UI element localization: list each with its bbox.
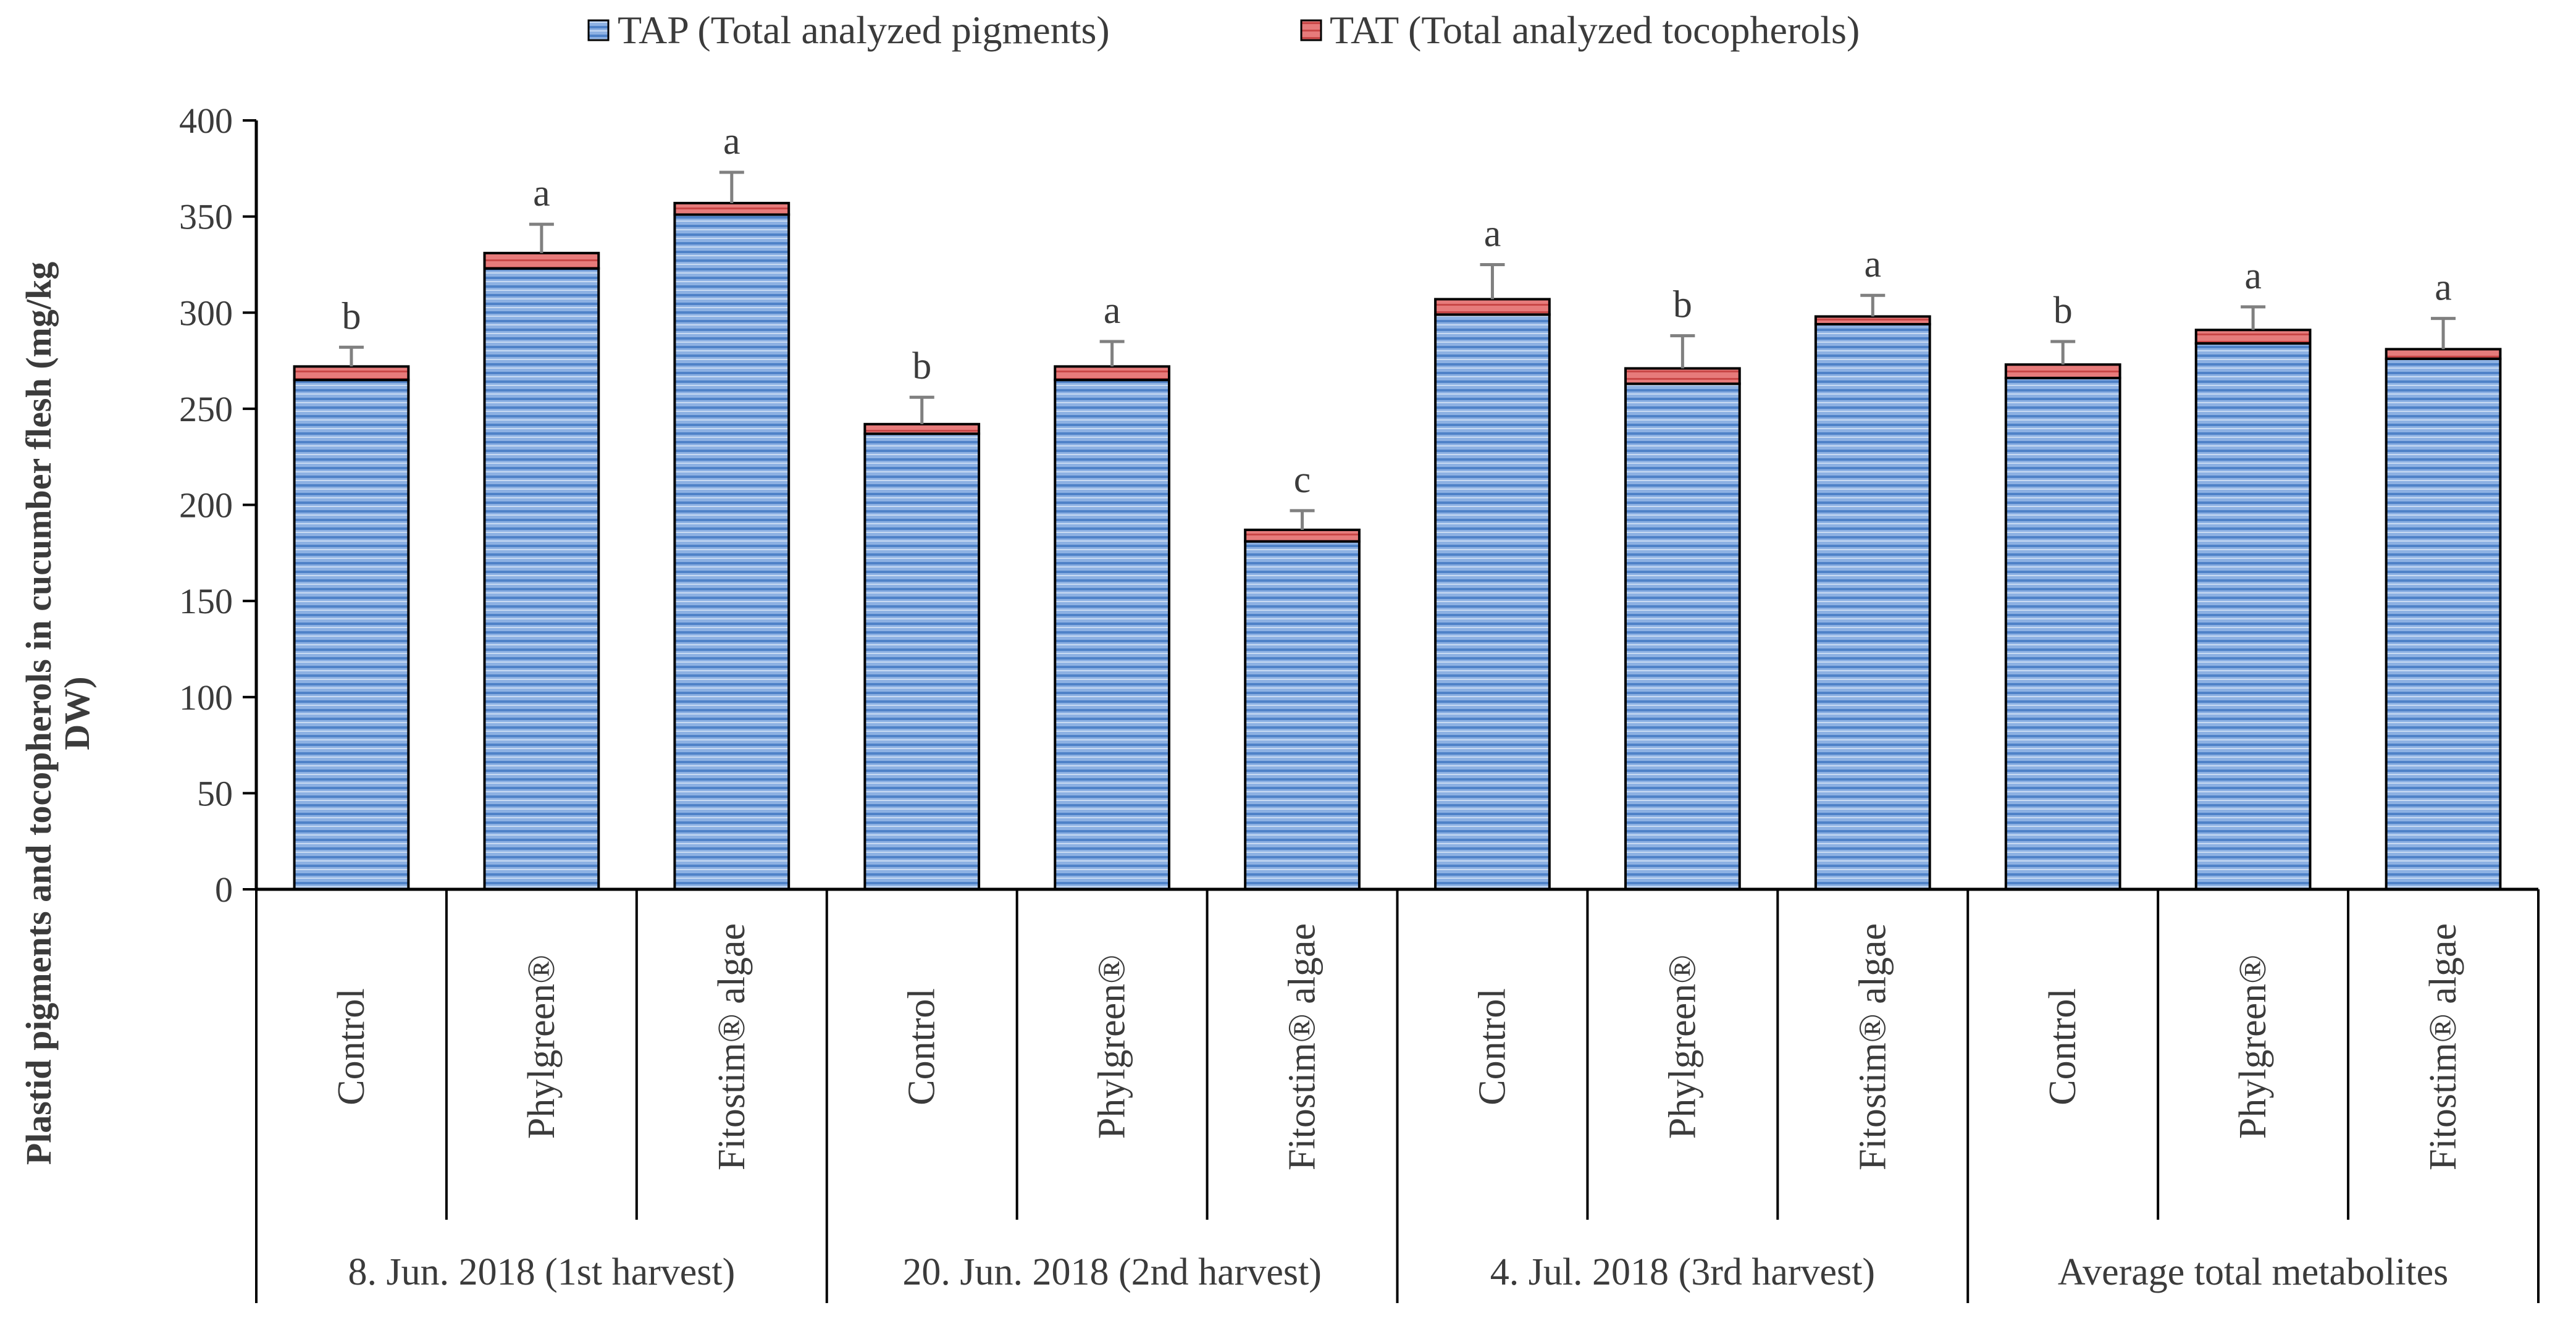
bar-tap [2194,342,2312,891]
bar-tat [2385,348,2502,360]
group-label: Average total metabolites [2058,1251,2448,1293]
y-axis-title: Plastid pigments and tocopherols in cucu… [19,262,97,1165]
bar-tat [293,365,410,382]
significance-letter: c [1294,459,1311,501]
category-label: Fitostim® algae [1282,923,1324,1170]
bar-tap [863,432,981,891]
y-axis-title-line2: DW) [57,676,97,750]
bar-tat [2004,363,2121,380]
significance-letter: a [1104,290,1121,332]
legend-label-tat: TAT (Total analyzed tocopherols) [1330,8,1860,52]
category-label: Phylgreen® [521,955,563,1139]
legend: TAP (Total analyzed pigments) TAT (Total… [587,8,1860,52]
y-axis-title-line1: Plastid pigments and tocopherols in cucu… [19,262,59,1165]
category-label: Control [330,988,372,1105]
category-label: Phylgreen® [2232,955,2274,1139]
legend-swatch-tat [1300,19,1322,41]
y-tick-label: 250 [179,389,233,429]
category-label: Fitostim® algae [711,923,753,1170]
group-label: 4. Jul. 2018 (3rd harvest) [1490,1251,1875,1293]
significance-letter: b [342,295,361,337]
x-axis-labels: Control Phylgreen® Fitostim® algae Control P… [255,889,2540,1303]
significance-letter: a [1865,243,1882,285]
group-label: 8. Jun. 2018 (1st harvest) [348,1251,735,1293]
significance-letter: a [723,120,740,162]
bar-tap [2385,357,2502,891]
bar-tap [1624,382,1741,891]
bar-tap [673,213,791,891]
significance-letter: b [1673,284,1692,326]
legend-swatch-tap [587,19,610,41]
y-tick-label: 350 [179,197,233,237]
bar-tat [483,251,600,270]
category-label: Control [2042,988,2084,1105]
y-tick-label: 150 [179,581,233,621]
bar-tat [1434,298,1551,316]
bar-tat [863,422,981,435]
bar-tap [293,379,410,891]
category-label: Phylgreen® [1661,955,1703,1139]
bars: b a a b a c a b a b a a [293,120,2502,891]
bar-tap [1434,313,1551,891]
y-tick-label: 400 [179,101,233,141]
group-label: 20. Jun. 2018 (2nd harvest) [902,1251,1321,1293]
y-tick-label: 50 [197,773,233,813]
bar-tap [1244,540,1361,891]
category-label: Control [1471,988,1513,1105]
significance-letter: a [533,172,550,214]
bar-tap [1054,379,1170,891]
category-label: Phylgreen® [1091,955,1133,1139]
y-ticks: 0 50 100 150 200 250 300 350 400 [179,101,256,910]
category-label: Control [901,988,943,1105]
significance-letter: b [912,345,931,387]
bar-tat [673,201,791,216]
bar-tat [1244,528,1361,543]
bar-tap [1814,322,1931,891]
significance-letter: a [2435,267,2452,309]
y-tick-label: 200 [179,485,233,526]
category-label: Fitostim® algae [2422,923,2464,1170]
bar-tat [1054,365,1170,382]
category-label: Fitostim® algae [1852,923,1894,1170]
bar-tat [2194,329,2312,345]
significance-letter: a [1484,212,1501,254]
bar-tat [1624,367,1741,385]
significance-letter: a [2244,255,2262,297]
legend-label-tap: TAP (Total analyzed pigments) [618,8,1110,52]
bar-tap [2004,377,2121,891]
bar-tap [483,267,600,891]
bar-tat [1814,315,1931,325]
y-tick-label: 0 [215,870,233,910]
y-tick-label: 300 [179,293,233,333]
y-tick-label: 100 [179,677,233,718]
significance-letter: b [2054,290,2073,332]
